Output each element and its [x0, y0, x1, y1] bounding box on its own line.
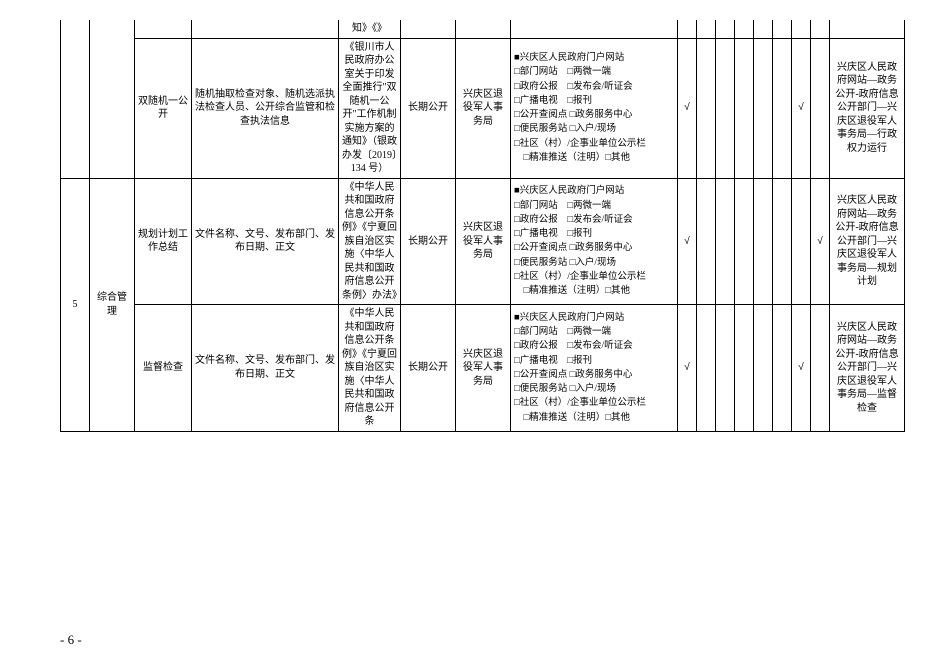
cell-tick — [773, 178, 792, 305]
cell-empty — [61, 20, 90, 178]
cell-desc: 文件名称、文号、发布部门、发布日期、正文 — [192, 305, 339, 432]
page-root: 知》《》 双随机一公开 随机抽取检查对象、随机选派执法检查人员、公开综合监管和检… — [0, 0, 936, 662]
cell-org: 兴庆区退役军人事务局 — [456, 38, 511, 178]
chan-line: □部门网站 □两微一端 — [514, 199, 674, 213]
chan-line: □社区（村）/企事业单位公示栏 — [514, 396, 674, 410]
chan-line: □社区（村）/企事业单位公示栏 — [514, 137, 674, 151]
cell-tick: √ — [678, 305, 697, 432]
cell-empty — [754, 20, 773, 38]
cell-basis: 《银川市人民政府办公室关于印发全面推行"双随机一公开"工作机制实施方案的通知》（… — [339, 38, 401, 178]
cell-tick: √ — [811, 178, 830, 305]
cell-tick — [716, 305, 735, 432]
cell-tick — [754, 178, 773, 305]
chan-line: ■兴庆区人民政府门户网站 — [514, 311, 674, 325]
chan-line: □精准推送（注明）□其他 — [514, 284, 674, 298]
cell-path: 兴庆区人民政府网站—政务公开-政府信息公开部门—兴庆区退役军人事务局—规划计划 — [830, 178, 905, 305]
cell-sub: 监督检查 — [135, 305, 192, 432]
cell-tick — [754, 305, 773, 432]
chan-line: □公开查阅点 □政务服务中心 — [514, 241, 674, 255]
cell-empty — [697, 20, 716, 38]
cell-empty — [735, 20, 754, 38]
cell-channels: ■兴庆区人民政府门户网站 □部门网站 □两微一端 □政府公报 □发布会/听证会 … — [511, 305, 678, 432]
cell-tick — [754, 38, 773, 178]
table-row: 监督检查 文件名称、文号、发布部门、发布日期、正文 《中华人民共和国政府信息公开… — [61, 305, 905, 432]
table-row: 双随机一公开 随机抽取检查对象、随机选派执法检查人员、公开综合监管和检查执法信息… — [61, 38, 905, 178]
cell-desc: 文件名称、文号、发布部门、发布日期、正文 — [192, 178, 339, 305]
data-table: 知》《》 双随机一公开 随机抽取检查对象、随机选派执法检查人员、公开综合监管和检… — [60, 20, 905, 432]
chan-line: □便民服务站 □入户/现场 — [514, 256, 674, 270]
chan-line: □政府公报 □发布会/听证会 — [514, 80, 674, 94]
cell-sub: 规划计划工作总结 — [135, 178, 192, 305]
cell-empty — [192, 20, 339, 38]
cell-tick — [697, 305, 716, 432]
cell-empty — [90, 20, 135, 178]
cell-basis: 《中华人民共和国政府信息公开条例》《宁夏回族自治区实施〈中华人民共和国政府信息公… — [339, 305, 401, 432]
cell-tick: √ — [792, 38, 811, 178]
cell-basis: 知》《》 — [339, 20, 401, 38]
cell-tick: √ — [678, 178, 697, 305]
cell-tick — [697, 178, 716, 305]
cell-path: 兴庆区人民政府网站—政务公开-政府信息公开部门—兴庆区退役军人事务局—行政权力运… — [830, 38, 905, 178]
cell-tick — [735, 38, 754, 178]
chan-line: □精准推送（注明）□其他 — [514, 151, 674, 165]
chan-line: □部门网站 □两微一端 — [514, 65, 674, 79]
cell-time: 长期公开 — [401, 178, 456, 305]
chan-line: ■兴庆区人民政府门户网站 — [514, 51, 674, 65]
cell-tick — [716, 38, 735, 178]
cell-org: 兴庆区退役军人事务局 — [456, 178, 511, 305]
cell-tick: √ — [678, 38, 697, 178]
cell-tick — [792, 178, 811, 305]
chan-line: □广播电视 □报刊 — [514, 354, 674, 368]
cell-empty — [401, 20, 456, 38]
chan-line: □政府公报 □发布会/听证会 — [514, 213, 674, 227]
cell-tick — [773, 305, 792, 432]
cell-time: 长期公开 — [401, 305, 456, 432]
cell-tick — [773, 38, 792, 178]
cell-empty — [135, 20, 192, 38]
cell-index: 5 — [61, 178, 90, 431]
cell-empty — [773, 20, 792, 38]
cell-time: 长期公开 — [401, 38, 456, 178]
cell-channels: ■兴庆区人民政府门户网站 □部门网站 □两微一端 □政府公报 □发布会/听证会 … — [511, 178, 678, 305]
chan-line: □便民服务站 □入户/现场 — [514, 382, 674, 396]
cell-empty — [511, 20, 678, 38]
table-row: 知》《》 — [61, 20, 905, 38]
chan-line: □社区（村）/企事业单位公示栏 — [514, 270, 674, 284]
cell-org: 兴庆区退役军人事务局 — [456, 305, 511, 432]
cell-desc: 随机抽取检查对象、随机选派执法检查人员、公开综合监管和检查执法信息 — [192, 38, 339, 178]
cell-empty — [811, 20, 830, 38]
chan-line: □公开查阅点 □政务服务中心 — [514, 108, 674, 122]
cell-empty — [830, 20, 905, 38]
chan-line: □广播电视 □报刊 — [514, 94, 674, 108]
cell-channels: ■兴庆区人民政府门户网站 □部门网站 □两微一端 □政府公报 □发布会/听证会 … — [511, 38, 678, 178]
chan-line: ■兴庆区人民政府门户网站 — [514, 184, 674, 198]
cell-empty — [678, 20, 697, 38]
cell-tick — [811, 38, 830, 178]
chan-line: □政府公报 □发布会/听证会 — [514, 339, 674, 353]
cell-path: 兴庆区人民政府网站—政务公开-政府信息公开部门—兴庆区退役军人事务局—监督检查 — [830, 305, 905, 432]
cell-category: 综合管理 — [90, 178, 135, 431]
cell-tick: √ — [792, 305, 811, 432]
chan-line: □便民服务站 □入户/现场 — [514, 122, 674, 136]
cell-tick — [697, 38, 716, 178]
chan-line: □广播电视 □报刊 — [514, 227, 674, 241]
cell-empty — [456, 20, 511, 38]
cell-tick — [716, 178, 735, 305]
cell-empty — [716, 20, 735, 38]
chan-line: □公开查阅点 □政务服务中心 — [514, 368, 674, 382]
cell-empty — [792, 20, 811, 38]
cell-sub: 双随机一公开 — [135, 38, 192, 178]
cell-tick — [811, 305, 830, 432]
cell-tick — [735, 178, 754, 305]
cell-tick — [735, 305, 754, 432]
chan-line: □部门网站 □两微一端 — [514, 325, 674, 339]
cell-basis: 《中华人民共和国政府信息公开条例》《宁夏回族自治区实施〈中华人民共和国政府信息公… — [339, 178, 401, 305]
page-number: - 6 - — [60, 632, 82, 648]
table-row: 5 综合管理 规划计划工作总结 文件名称、文号、发布部门、发布日期、正文 《中华… — [61, 178, 905, 305]
chan-line: □精准推送（注明）□其他 — [514, 411, 674, 425]
